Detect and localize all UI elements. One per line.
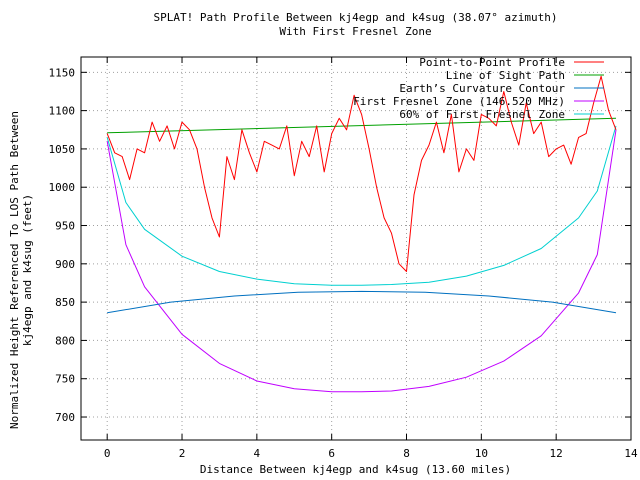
series-line-line-of-sight-path xyxy=(107,117,617,134)
y-tick-label: 950 xyxy=(55,220,75,233)
x-tick-label: 0 xyxy=(104,447,111,460)
chart-subtitle: With First Fresnel Zone xyxy=(279,25,432,38)
y-tick-label: 700 xyxy=(55,411,75,424)
y-axis-label-line-1: Normalized Height Referenced To LOS Path… xyxy=(8,111,21,429)
x-tick-label: 14 xyxy=(624,447,638,460)
x-tick-label: 12 xyxy=(550,447,563,460)
series-line-earth-s-curvature-contour xyxy=(107,290,617,314)
x-tick-label: 10 xyxy=(475,447,488,460)
y-tick-label: 850 xyxy=(55,296,75,309)
series-line-first-fresnel-zone-146-520-mhz xyxy=(106,129,617,393)
legend-label: Line of Sight Path xyxy=(446,69,565,82)
x-tick-label: 2 xyxy=(179,447,186,460)
y-axis-label-container: Normalized Height Referenced To LOS Path… xyxy=(0,0,40,480)
x-axis-label: Distance Between kj4egp and k4sug (13.60… xyxy=(199,463,512,476)
series-layer xyxy=(106,75,617,393)
y-tick-label: 750 xyxy=(55,373,75,386)
x-tick-label: 4 xyxy=(254,447,261,460)
legend-label: First Fresnel Zone (146.520 MHz) xyxy=(353,95,565,108)
y-tick-label: 1050 xyxy=(49,143,76,156)
y-axis-label-line-2: kj4egp and k4sug (feet) xyxy=(21,193,34,347)
y-tick-label: 900 xyxy=(55,258,75,271)
legend-label: Earth’s Curvature Contour xyxy=(399,82,565,95)
series-line-point-to-point-profile xyxy=(106,75,617,272)
legend-label: 60% of First Fresnel Zone xyxy=(399,108,565,121)
series-line-60-of-first-fresnel-zone xyxy=(106,125,617,286)
tick-marks: 700 750 800 850 900 950 1000 1050 1100 1150 0 2 4 6 8 1… xyxy=(49,57,638,460)
y-tick-label: 1100 xyxy=(49,105,76,118)
y-tick-label: 800 xyxy=(55,334,75,347)
plot-frame xyxy=(80,56,632,441)
y-tick-label: 1150 xyxy=(49,66,76,79)
chart-title: SPLAT! Path Profile Between kj4egp and k… xyxy=(153,11,558,24)
x-tick-label: 8 xyxy=(403,447,410,460)
x-tick-label: 6 xyxy=(328,447,335,460)
y-axis-label: Normalized Height Referenced To LOS Path… xyxy=(8,111,34,429)
y-tick-label: 1000 xyxy=(49,181,76,194)
legend-label: Point-to-Point Profile xyxy=(419,56,565,69)
